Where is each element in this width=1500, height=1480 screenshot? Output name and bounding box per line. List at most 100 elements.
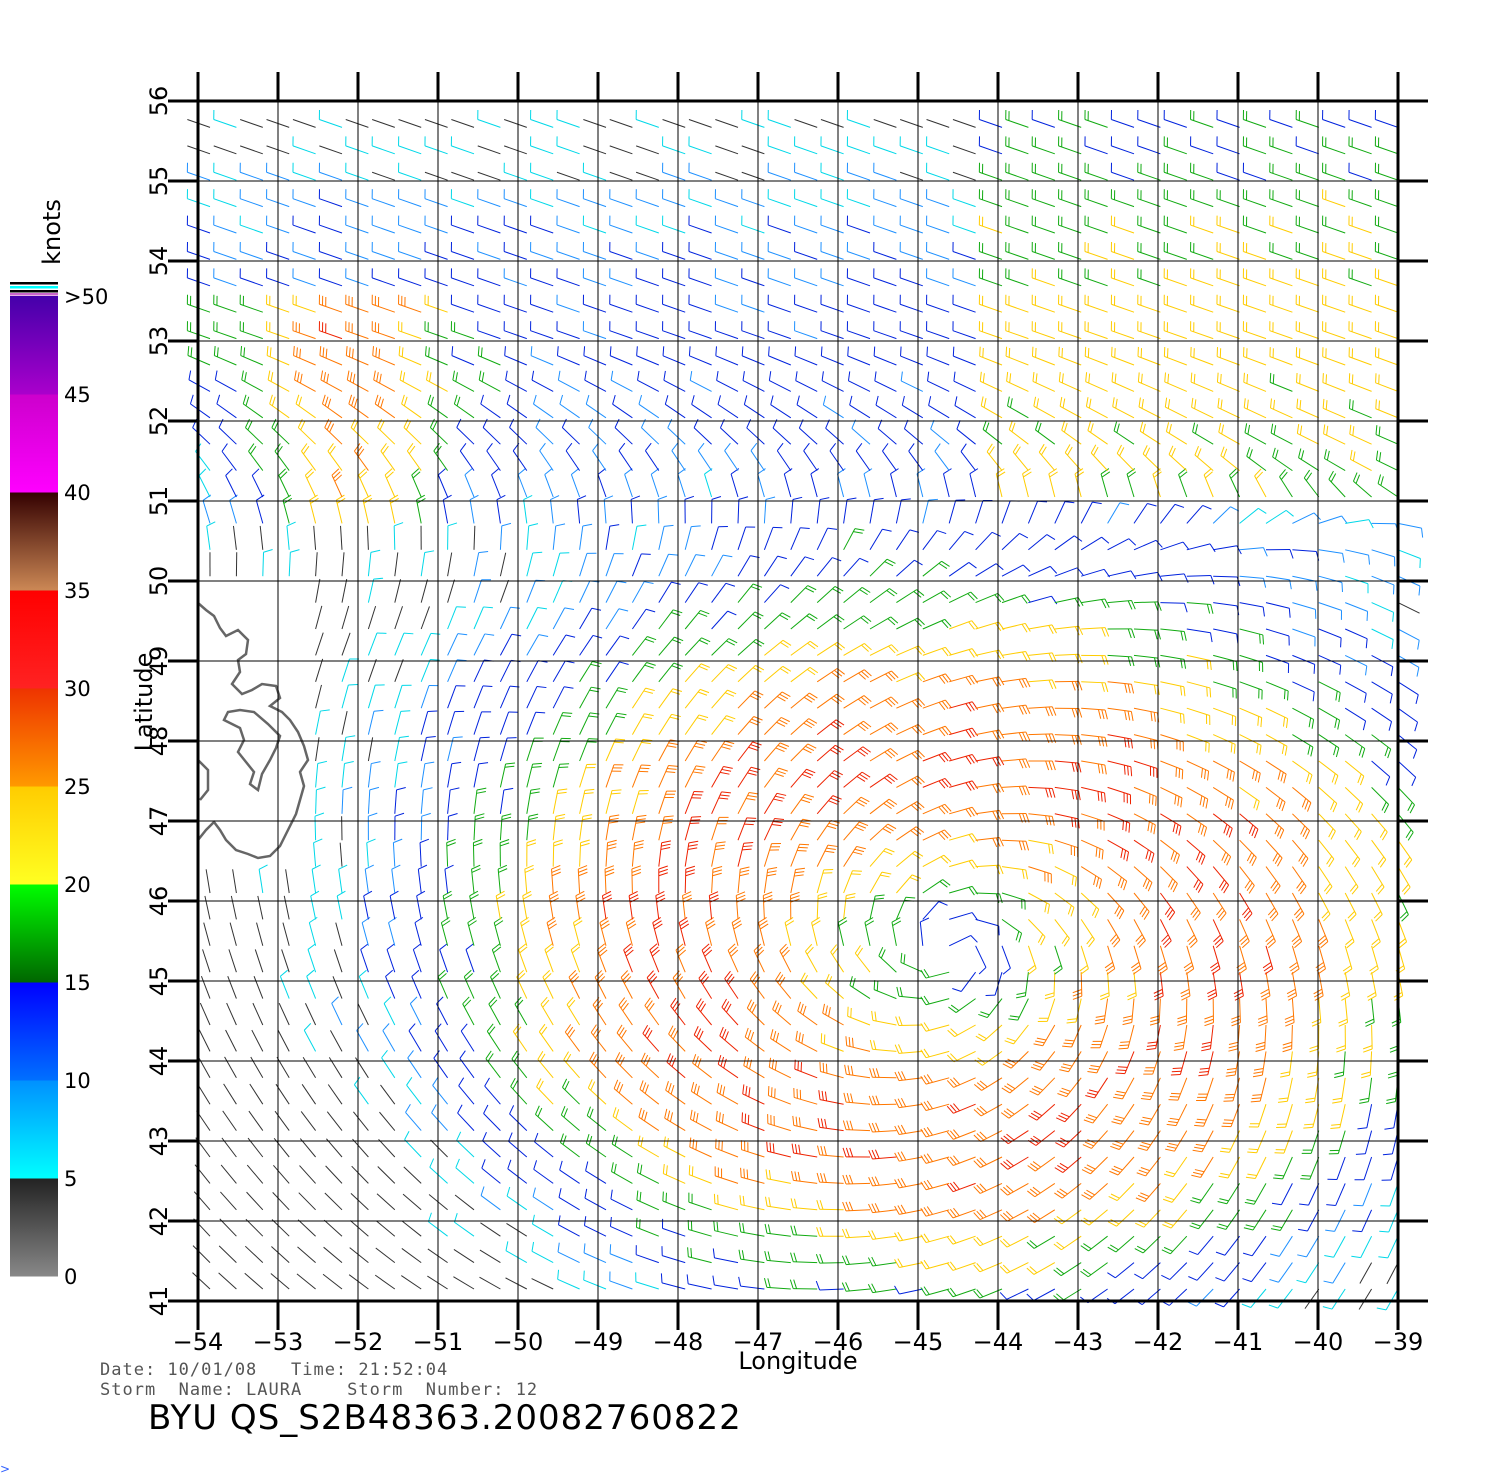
wind-barb [216,394,237,419]
wind-barb [556,171,580,181]
wind-barb [1081,1156,1108,1175]
wind-barb [843,528,865,551]
wind-barb [1221,1104,1241,1128]
wind-barb [1375,425,1399,445]
wind-barb [711,866,723,894]
wind-barb [482,418,501,445]
wind-barb [684,688,710,709]
wind-barb [1213,681,1237,699]
wind-barb [1110,321,1135,340]
wind-barb [1397,787,1415,814]
wind-barb [1376,1288,1399,1311]
wind-barb [526,660,548,683]
wind-barb [552,763,570,788]
wind-barbs-layer [186,109,1424,1311]
wind-barb [1374,321,1399,340]
wind-barb [1027,1156,1056,1172]
wind-barb [1110,1130,1135,1150]
wind-barb [1344,760,1365,786]
wind-barb [714,241,739,260]
wind-barb [623,943,634,973]
wind-barb [1115,1051,1135,1075]
wind-barb [349,1247,369,1263]
wind-barb [1057,1077,1082,1098]
wind-barb [1084,241,1108,260]
wind-barb [341,735,356,762]
colorbar-cap-stripe [10,286,58,289]
wind-barb [920,1074,950,1085]
wind-barb [737,792,759,815]
wind-barb [952,241,976,260]
wind-barb [975,918,1000,936]
wind-barb [908,443,924,471]
wind-barb [1054,786,1081,801]
wind-barb [949,620,979,630]
wind-barb [794,162,818,181]
wind-barb [960,443,976,471]
wind-barb [869,696,899,709]
wind-barb [459,443,475,471]
wind-barb [456,1131,475,1158]
wind-barb [1218,422,1240,445]
colorbar-band [10,296,58,395]
wind-barb [319,346,343,366]
wind-barb [1216,347,1240,366]
wind-barb [868,1122,897,1133]
wind-barb [1001,945,1011,975]
wind-barb [605,608,629,630]
wind-barb [301,1084,317,1105]
wind-barb [817,1145,844,1158]
wind-barb [1133,813,1156,835]
wind-barb [818,1090,844,1105]
wind-barb [1213,707,1237,727]
wind-barb [610,370,633,392]
wind-barb [768,371,792,392]
wind-barb [867,1230,897,1240]
wind-barb [582,268,607,287]
wind-barb [684,816,702,841]
wind-barb [454,1194,475,1211]
wind-barb [1244,423,1267,445]
wind-barb [455,1158,475,1184]
footer-file-id: BYU QS_S2B48363.20082760822 [148,1398,742,1438]
wind-barb [345,215,369,234]
wind-barb [775,971,792,999]
wind-barb [352,1138,369,1158]
wind-barb [842,1201,871,1212]
wind-barb [424,189,448,208]
wind-barb [1028,760,1056,771]
wind-barb [632,636,657,656]
wind-barb [439,943,449,973]
wind-barb [1107,570,1137,580]
wind-barb [1028,706,1057,717]
wind-barb [375,1247,396,1263]
wind-barb [952,321,976,340]
wind-barb [979,346,1003,366]
wind-barb [804,943,818,973]
wind-barb [1028,534,1056,551]
wind-barb [978,109,1003,128]
wind-barb [558,1188,580,1211]
wind-barb [711,525,728,550]
wind-barb [330,1030,343,1052]
wind-barb [894,1097,923,1109]
wind-barb [1109,1156,1135,1176]
wind-barb [278,468,290,498]
wind-barb [1217,398,1240,419]
wind-barb [636,1190,660,1211]
wind-barb [1265,654,1290,673]
wind-barb [1268,1288,1293,1309]
wind-barb [1371,892,1383,922]
wind-barb [1165,422,1188,445]
wind-barb [514,996,528,1026]
x-tick-label: −52 [333,1328,384,1356]
wind-barb [1239,547,1268,557]
wind-barb [922,777,952,789]
wind-barb [1369,945,1379,975]
wind-barb [450,136,475,155]
wind-barb [1292,760,1313,785]
wind-barb [1162,1209,1188,1229]
x-tick-label: −40 [1293,1328,1344,1356]
wind-barb [1107,707,1134,721]
wind-barb [946,1207,976,1219]
